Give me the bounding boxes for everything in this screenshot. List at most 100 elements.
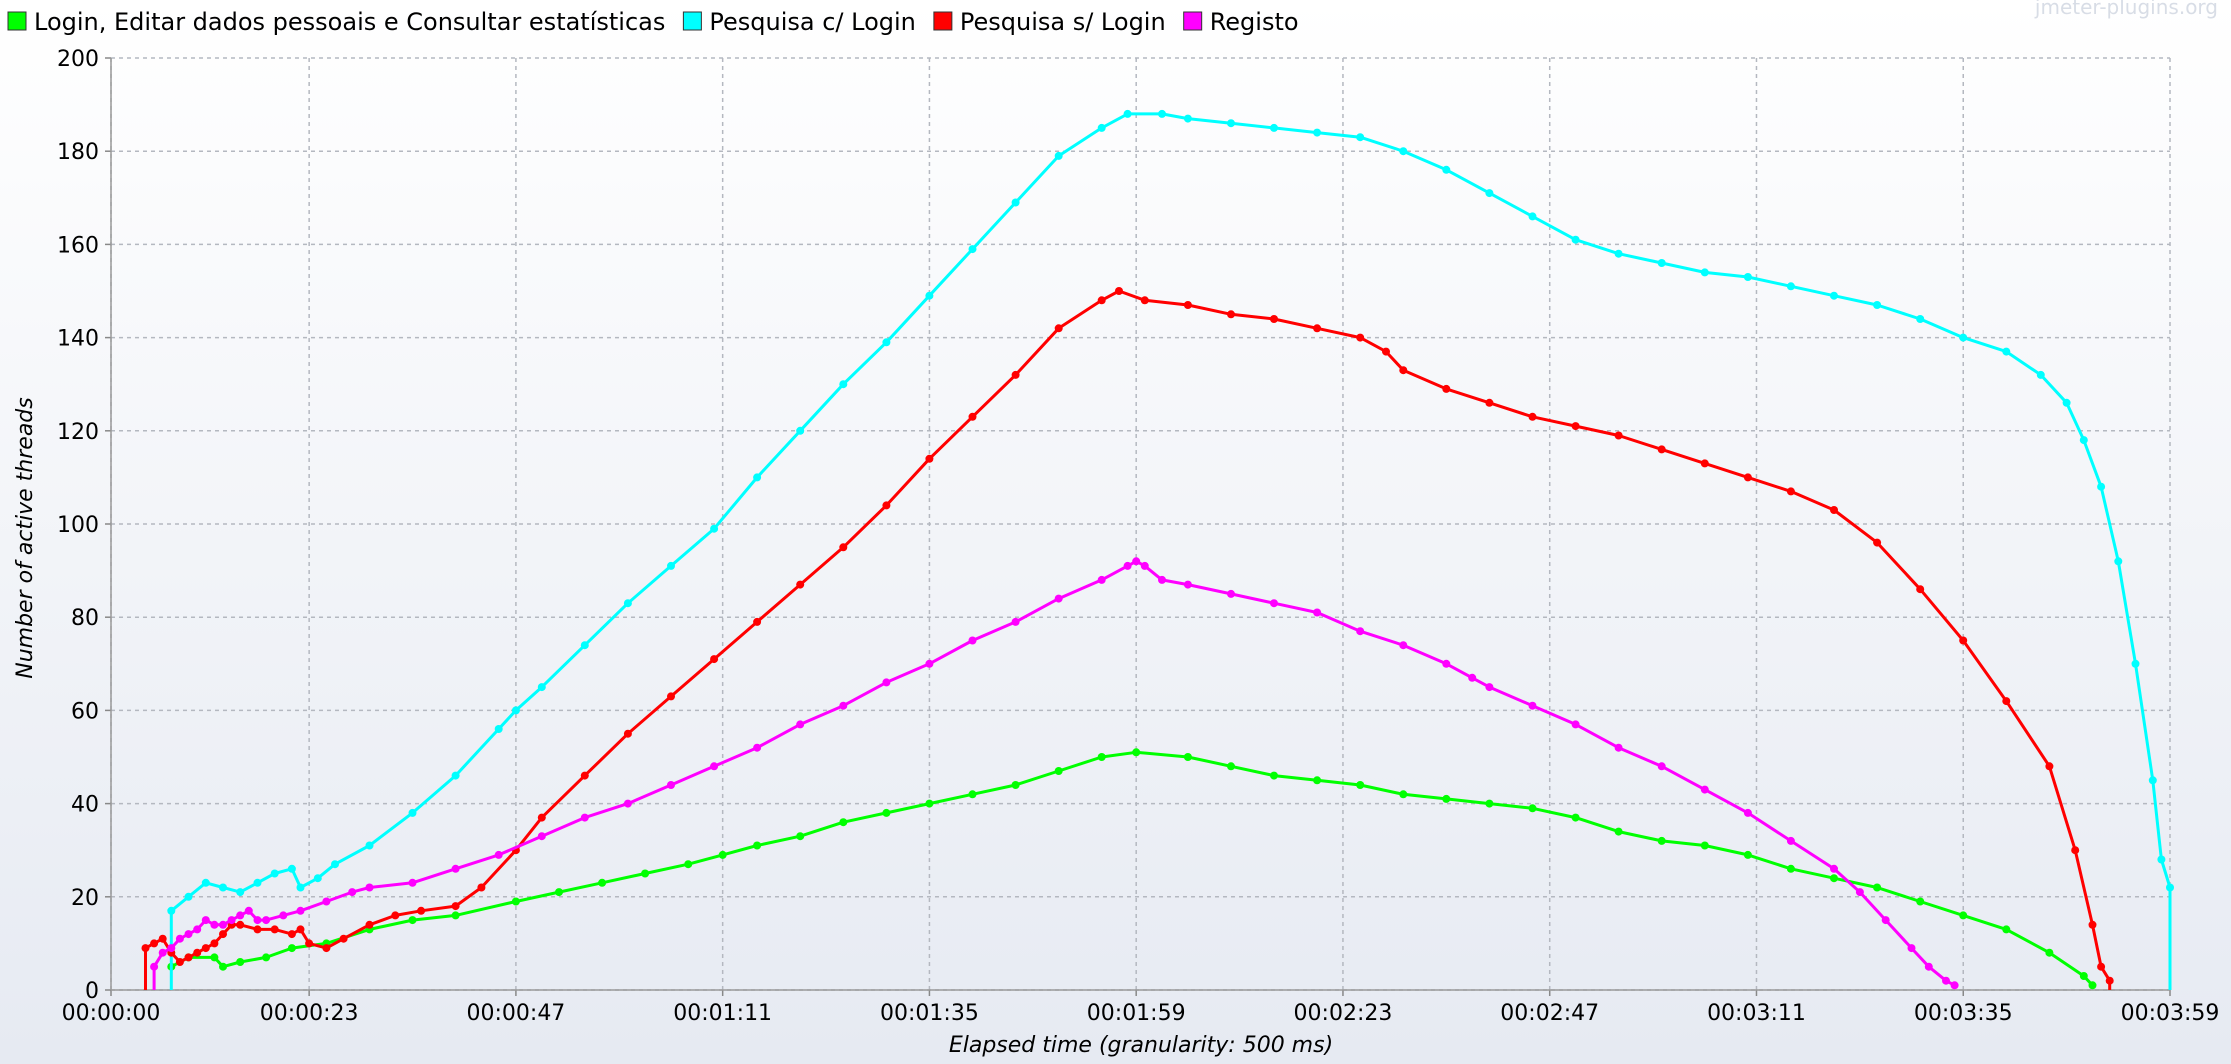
data-point xyxy=(477,883,486,892)
data-point xyxy=(193,925,202,934)
data-point xyxy=(2131,659,2140,668)
data-point xyxy=(1054,767,1063,775)
x-tick-label: 00:03:11 xyxy=(1707,1001,1806,1026)
data-point xyxy=(365,841,374,850)
data-point xyxy=(1183,114,1192,123)
y-tick-label: 60 xyxy=(71,699,99,724)
data-point xyxy=(236,920,245,929)
data-point xyxy=(1270,315,1278,323)
data-point xyxy=(1356,627,1365,636)
y-tick-label: 200 xyxy=(57,47,99,72)
data-point xyxy=(1356,133,1365,142)
data-point xyxy=(494,725,503,733)
data-point xyxy=(1959,636,1968,645)
data-point xyxy=(1011,617,1020,626)
y-tick-label: 80 xyxy=(71,606,99,631)
legend-item-1[interactable]: Pesquisa c/ Login xyxy=(682,8,916,36)
series-2 xyxy=(141,287,2114,990)
y-tick-label: 0 xyxy=(85,979,99,1004)
y-tick-label: 100 xyxy=(57,513,99,538)
data-point xyxy=(623,729,632,738)
data-point xyxy=(1743,808,1752,817)
data-point xyxy=(1183,580,1192,589)
data-point xyxy=(348,888,357,897)
data-point xyxy=(1528,212,1537,221)
data-point xyxy=(219,962,227,971)
data-point xyxy=(141,944,150,953)
data-point xyxy=(968,790,977,799)
data-point xyxy=(1743,850,1752,859)
data-point xyxy=(1657,836,1666,845)
legend-swatch xyxy=(682,11,702,31)
data-point xyxy=(1700,785,1709,794)
data-point xyxy=(1700,268,1709,277)
data-point xyxy=(1571,235,1580,244)
data-point xyxy=(1786,282,1795,291)
data-point xyxy=(1614,743,1623,752)
data-point xyxy=(1614,431,1623,440)
data-point xyxy=(925,659,934,668)
data-point xyxy=(331,860,339,869)
data-point xyxy=(537,813,546,822)
data-point xyxy=(365,920,374,929)
data-point xyxy=(2002,697,2011,706)
data-point xyxy=(1132,557,1141,566)
watermark-text: jmeter-plugins.org xyxy=(2034,0,2218,19)
data-point xyxy=(1916,315,1925,323)
data-point xyxy=(1942,976,1950,985)
data-point xyxy=(1054,151,1063,160)
data-point xyxy=(1097,123,1106,132)
data-point xyxy=(684,860,693,869)
data-point xyxy=(1442,794,1451,803)
data-point xyxy=(253,878,262,887)
y-tick-label: 140 xyxy=(57,327,99,352)
data-point xyxy=(2002,347,2011,356)
data-point xyxy=(1227,310,1235,319)
legend-item-2[interactable]: Pesquisa s/ Login xyxy=(933,8,1166,36)
data-point xyxy=(2079,972,2088,980)
y-tick-label: 160 xyxy=(57,233,99,258)
data-point xyxy=(1054,594,1063,603)
data-point xyxy=(537,683,546,692)
data-point xyxy=(1700,841,1709,850)
data-point xyxy=(2088,981,2097,990)
data-point xyxy=(925,454,934,463)
data-point xyxy=(1571,813,1580,822)
legend-item-0[interactable]: Login, Editar dados pessoais e Consultar… xyxy=(7,8,665,36)
data-point xyxy=(2097,482,2106,491)
data-point xyxy=(296,906,305,915)
data-point xyxy=(167,944,176,953)
data-point xyxy=(270,869,279,878)
data-point xyxy=(296,925,305,934)
data-point xyxy=(537,832,546,841)
data-point xyxy=(710,762,719,771)
data-point xyxy=(1907,944,1916,953)
data-point xyxy=(623,799,632,808)
legend-label: Pesquisa s/ Login xyxy=(960,8,1166,36)
data-point xyxy=(1657,762,1666,771)
legend-item-3[interactable]: Registo xyxy=(1183,8,1299,36)
data-point xyxy=(1924,962,1933,971)
data-point xyxy=(555,888,563,897)
data-point xyxy=(968,412,977,421)
data-point xyxy=(219,930,227,939)
data-point xyxy=(796,832,805,841)
data-point xyxy=(2114,557,2123,566)
data-point xyxy=(1123,561,1132,570)
data-point xyxy=(1270,123,1278,132)
data-point xyxy=(1227,589,1235,598)
data-point xyxy=(1916,585,1925,594)
data-point xyxy=(1786,864,1795,873)
y-tick-label: 20 xyxy=(71,886,99,911)
data-point xyxy=(1442,659,1451,668)
data-point xyxy=(1097,753,1106,761)
data-point xyxy=(279,911,288,920)
data-point xyxy=(1485,683,1494,692)
data-point xyxy=(839,818,848,827)
data-point xyxy=(1830,506,1838,514)
data-point xyxy=(408,878,417,887)
data-point xyxy=(796,580,805,589)
data-point xyxy=(236,888,245,897)
data-point xyxy=(968,245,977,254)
data-point xyxy=(1830,874,1838,883)
